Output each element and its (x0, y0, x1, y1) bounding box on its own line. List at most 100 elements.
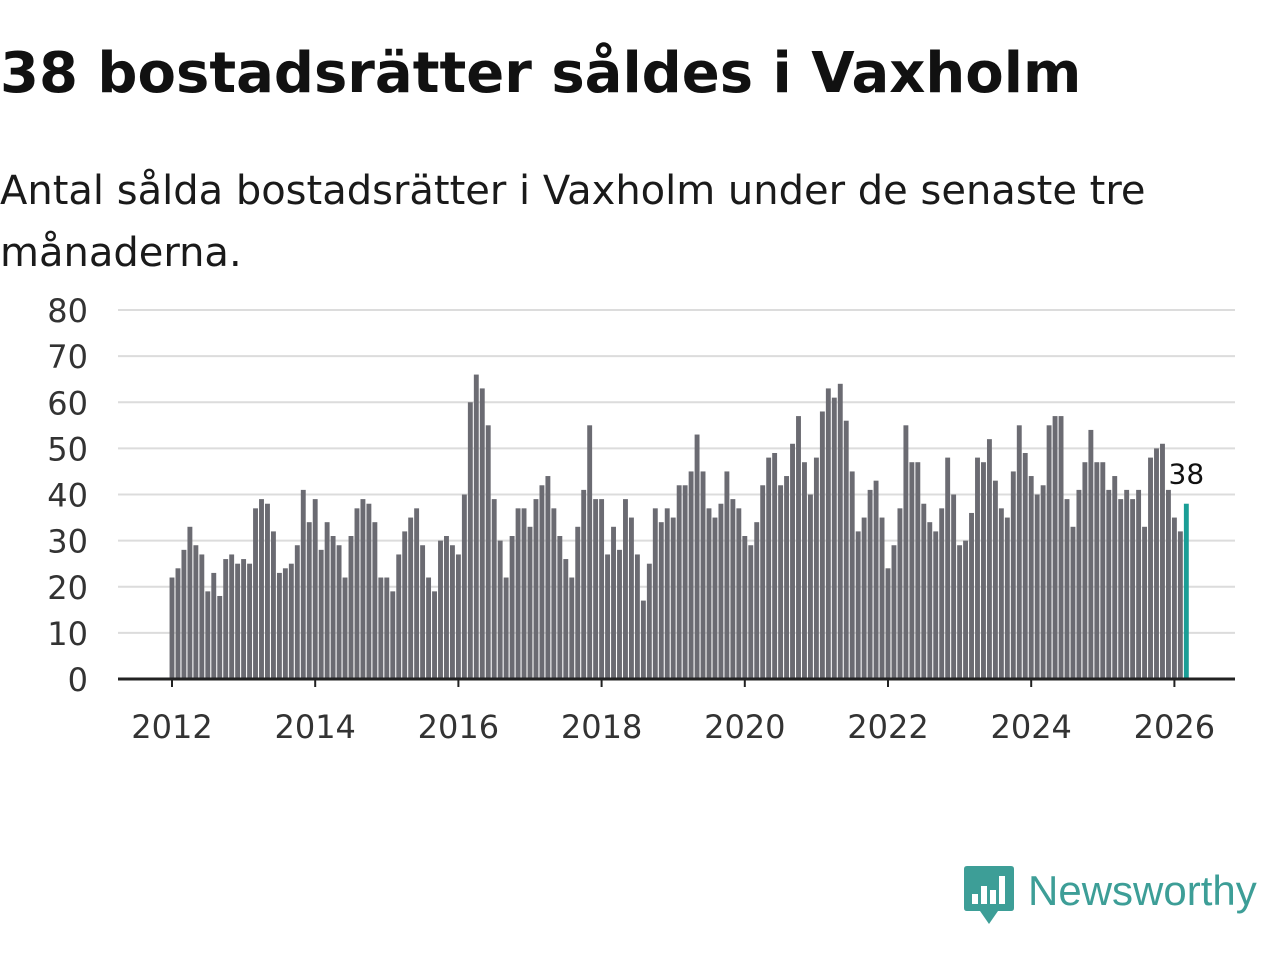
x-tick-label: 2016 (418, 708, 499, 746)
bar (1148, 457, 1153, 679)
bar (640, 600, 646, 679)
bar (449, 545, 455, 679)
chart-subtitle: Antal sålda bostadsrätter i Vaxholm unde… (0, 168, 1146, 276)
bar (342, 577, 348, 679)
bar (282, 568, 288, 679)
bar (915, 462, 921, 679)
bar (1010, 471, 1016, 679)
bar (986, 439, 992, 679)
bar (581, 489, 587, 679)
bar (253, 508, 258, 679)
y-tick-label: 50 (47, 430, 88, 468)
bar (784, 476, 790, 679)
newsworthy-logo-icon (964, 866, 1014, 924)
bar (897, 508, 903, 679)
bar (813, 457, 819, 679)
bar (992, 480, 998, 679)
y-tick-label: 40 (47, 477, 88, 515)
bar (927, 522, 933, 679)
bar (628, 517, 634, 679)
bar (515, 508, 521, 679)
bar (825, 388, 831, 679)
bar (300, 489, 306, 679)
bar (193, 545, 199, 679)
bar (831, 397, 837, 679)
bar (617, 549, 622, 679)
y-tick-label: 70 (47, 338, 88, 376)
bar (354, 508, 360, 679)
bar (843, 420, 849, 679)
bar (1100, 462, 1106, 679)
bar (1142, 526, 1148, 679)
bar (658, 522, 664, 679)
bar (939, 508, 945, 679)
bar (366, 503, 372, 679)
y-tick-label: 60 (47, 384, 88, 422)
bar (1052, 416, 1058, 679)
bar (330, 536, 336, 679)
bar (479, 388, 485, 679)
data-label: 38 (1169, 458, 1205, 491)
bars (169, 374, 1189, 680)
bar (455, 554, 461, 679)
bar (909, 462, 915, 679)
bar (276, 572, 282, 679)
bar (670, 517, 676, 679)
bar (432, 591, 437, 679)
bar (766, 457, 772, 679)
bar (819, 411, 825, 679)
bar (1004, 517, 1010, 679)
bar (957, 545, 963, 679)
bar (563, 559, 569, 679)
bar (1160, 443, 1165, 679)
bar (1076, 489, 1082, 679)
bar (1136, 489, 1142, 679)
bar (467, 402, 473, 679)
bar (605, 554, 611, 679)
bar (587, 425, 593, 679)
bar (288, 563, 294, 679)
bar (497, 540, 503, 680)
bar (509, 536, 515, 679)
bar (235, 563, 241, 679)
brand-name: Newsworthy (1028, 867, 1257, 914)
bar (1070, 526, 1076, 679)
bar (241, 559, 247, 679)
bar (545, 476, 551, 679)
bar (1046, 425, 1052, 679)
bar (885, 568, 891, 679)
bar (533, 499, 539, 679)
bar (1177, 531, 1183, 679)
bar (861, 517, 867, 679)
newsworthy-logo[interactable]: Newsworthy (962, 864, 1257, 926)
bar (521, 508, 527, 679)
bar (1171, 517, 1177, 679)
bar (265, 503, 270, 679)
bar (1088, 429, 1094, 679)
bar (1154, 448, 1159, 680)
bar (1118, 499, 1124, 679)
bar (646, 563, 652, 679)
bar (790, 443, 795, 679)
bar (575, 526, 581, 679)
bar (748, 545, 754, 679)
bar (217, 595, 223, 679)
bar (211, 572, 217, 679)
bar (461, 494, 467, 679)
bar (998, 508, 1004, 679)
bar (700, 471, 706, 679)
bar (1124, 489, 1130, 679)
bar (975, 457, 980, 679)
bar (951, 494, 957, 679)
y-tick-label: 0 (68, 661, 88, 699)
bar (712, 517, 718, 679)
bar (318, 549, 324, 679)
bar (473, 374, 479, 679)
bar (175, 568, 181, 679)
bar (634, 554, 640, 679)
bar (199, 554, 205, 679)
bar (706, 508, 712, 679)
x-axis-ticks: 2012 2014 2016 2018 2020 2022 2024 2026 (131, 679, 1215, 746)
